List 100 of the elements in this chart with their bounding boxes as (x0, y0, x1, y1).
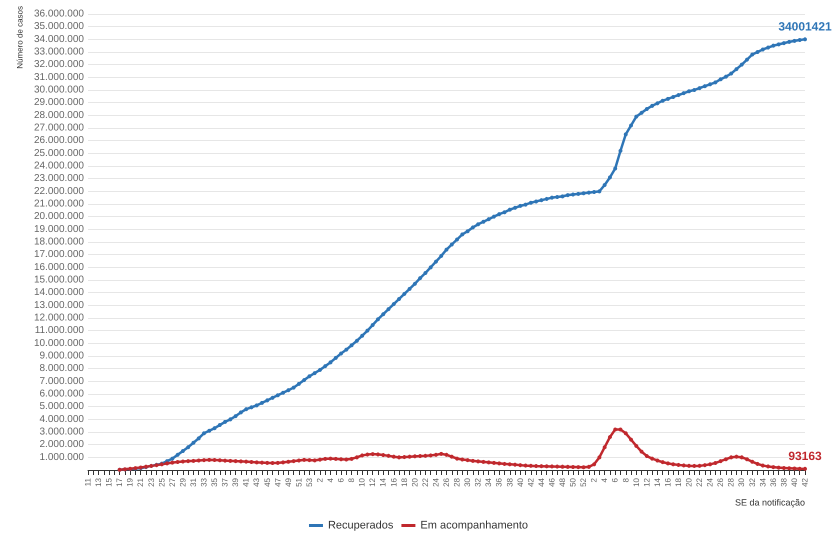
x-tick-label: 10 (358, 477, 367, 487)
x-tick-label: 18 (400, 477, 409, 487)
x-tick-label: 53 (304, 477, 314, 487)
x-tick-label: 40 (790, 477, 799, 487)
x-tick-label: 32 (748, 477, 757, 487)
x-tick-label: 38 (505, 477, 514, 487)
y-tick-label: 9.000.000 (40, 350, 84, 362)
x-tick-label: 31 (188, 477, 198, 487)
x-tick-label: 30 (463, 477, 472, 487)
y-tick-label: 2.000.000 (40, 439, 84, 450)
x-tick-label: 29 (178, 477, 188, 487)
y-tick-label: 17.000.000 (34, 249, 84, 260)
x-tick-label: 18 (674, 477, 683, 487)
y-tick-label: 26.000.000 (34, 135, 84, 146)
x-tick-label: 16 (389, 477, 398, 487)
x-tick-label: 49 (284, 477, 293, 487)
x-tick-label: 50 (568, 477, 578, 487)
y-tick-label: 12.000.000 (34, 312, 84, 324)
y-tick-label: 5.000.000 (40, 401, 84, 412)
x-tick-label: 33 (199, 477, 208, 487)
x-tick-label: 22 (420, 477, 430, 487)
x-tick-label: 36 (494, 477, 504, 487)
y-tick-label: 33.000.000 (34, 46, 84, 58)
x-tick-label: 28 (452, 477, 462, 487)
x-tick-label: 13 (94, 477, 104, 487)
y-tick-label: 20.000.000 (34, 211, 84, 222)
x-tick-label: 17 (115, 477, 124, 487)
y-tick-label: 32.000.000 (34, 59, 84, 70)
legend-label: Recuperados (328, 520, 394, 532)
x-tick-label: 51 (294, 477, 304, 487)
legend-label: Em acompanhamento (420, 520, 528, 532)
y-tick-label: 21.000.000 (34, 198, 84, 210)
x-tick-label: 41 (242, 477, 251, 487)
x-tick-label: 19 (126, 477, 135, 487)
y-tick-label: 27.000.000 (34, 122, 84, 134)
y-tick-label: 13.000.000 (34, 300, 84, 311)
x-tick-label: 45 (262, 477, 272, 487)
y-tick-label: 24.000.000 (34, 160, 84, 172)
y-tick-label: 35.000.000 (34, 21, 84, 32)
x-tick-label: 10 (632, 477, 641, 487)
x-tick-label: 20 (684, 477, 694, 487)
y-tick-label: 3.000.000 (40, 426, 84, 438)
x-tick-label: 28 (726, 477, 736, 487)
x-tick-label: 4 (600, 477, 610, 482)
y-tick-label: 8.000.000 (40, 363, 84, 374)
x-tick-label: 21 (136, 477, 146, 487)
y-tick-label: 16.000.000 (34, 262, 84, 273)
data-label: 93163 (788, 448, 822, 463)
x-tick-label: 32 (474, 477, 483, 487)
x-axis-title: SE da notificação (734, 498, 805, 508)
y-tick-label: 23.000.000 (34, 173, 84, 184)
y-tick-label: 10.000.000 (34, 338, 84, 349)
y-tick-label: 22.000.000 (34, 186, 84, 197)
y-tick-label: 14.000.000 (34, 287, 84, 298)
y-tick-label: 15.000.000 (34, 274, 84, 286)
x-tick-label: 6 (336, 477, 346, 482)
x-tick-label: 8 (347, 477, 356, 482)
x-tick-label: 20 (410, 477, 420, 487)
x-tick-label: 46 (547, 477, 556, 487)
y-tick-label: 25.000.000 (34, 148, 84, 159)
x-tick-label: 34 (484, 477, 494, 487)
x-tick-label: 43 (252, 477, 262, 487)
x-tick-label: 2 (590, 477, 599, 482)
x-tick-label: 14 (378, 477, 388, 487)
x-tick-label: 16 (663, 477, 672, 487)
x-tick-label: 26 (442, 477, 451, 487)
x-tick-label: 24 (431, 477, 440, 487)
y-tick-label: 34.000.000 (34, 34, 84, 45)
y-tick-label: 11.000.000 (34, 325, 84, 336)
x-tick-label: 14 (652, 477, 662, 487)
x-tick-label: 30 (737, 477, 746, 487)
x-tick-label: 52 (579, 477, 588, 487)
x-tick-label: 48 (558, 477, 567, 487)
x-tick-label: 38 (779, 477, 788, 487)
x-tick-label: 44 (536, 477, 546, 487)
x-tick-label: 26 (716, 477, 726, 487)
x-tick-label: 24 (706, 477, 715, 487)
x-tick-label: 40 (516, 477, 525, 487)
y-tick-label: 7.000.000 (40, 376, 84, 387)
x-tick-label: 42 (800, 477, 810, 487)
y-axis-title: Número de casos (16, 6, 24, 69)
y-tick-label: 30.000.000 (34, 84, 84, 96)
y-tick-label: 1.000.000 (40, 452, 84, 463)
y-tick-label: 29.000.000 (34, 97, 84, 108)
x-tick-label: 34 (758, 477, 768, 487)
x-tick-label: 37 (220, 477, 230, 487)
x-tick-label: 2 (315, 477, 324, 482)
x-tick-label: 27 (168, 477, 177, 487)
x-tick-label: 39 (231, 477, 240, 487)
x-tick-label: 25 (157, 477, 166, 487)
x-tick-label: 15 (104, 477, 114, 487)
x-tick-label: 35 (210, 477, 220, 487)
x-tick-label: 47 (273, 477, 282, 487)
y-tick-label: 31.000.000 (34, 72, 84, 83)
x-tick-label: 8 (621, 477, 630, 482)
y-tick-label: 19.000.000 (34, 224, 84, 235)
y-tick-label: 18.000.000 (34, 236, 84, 248)
x-tick-label: 22 (695, 477, 704, 487)
x-tick-label: 6 (610, 477, 620, 482)
x-tick-label: 4 (326, 477, 336, 482)
